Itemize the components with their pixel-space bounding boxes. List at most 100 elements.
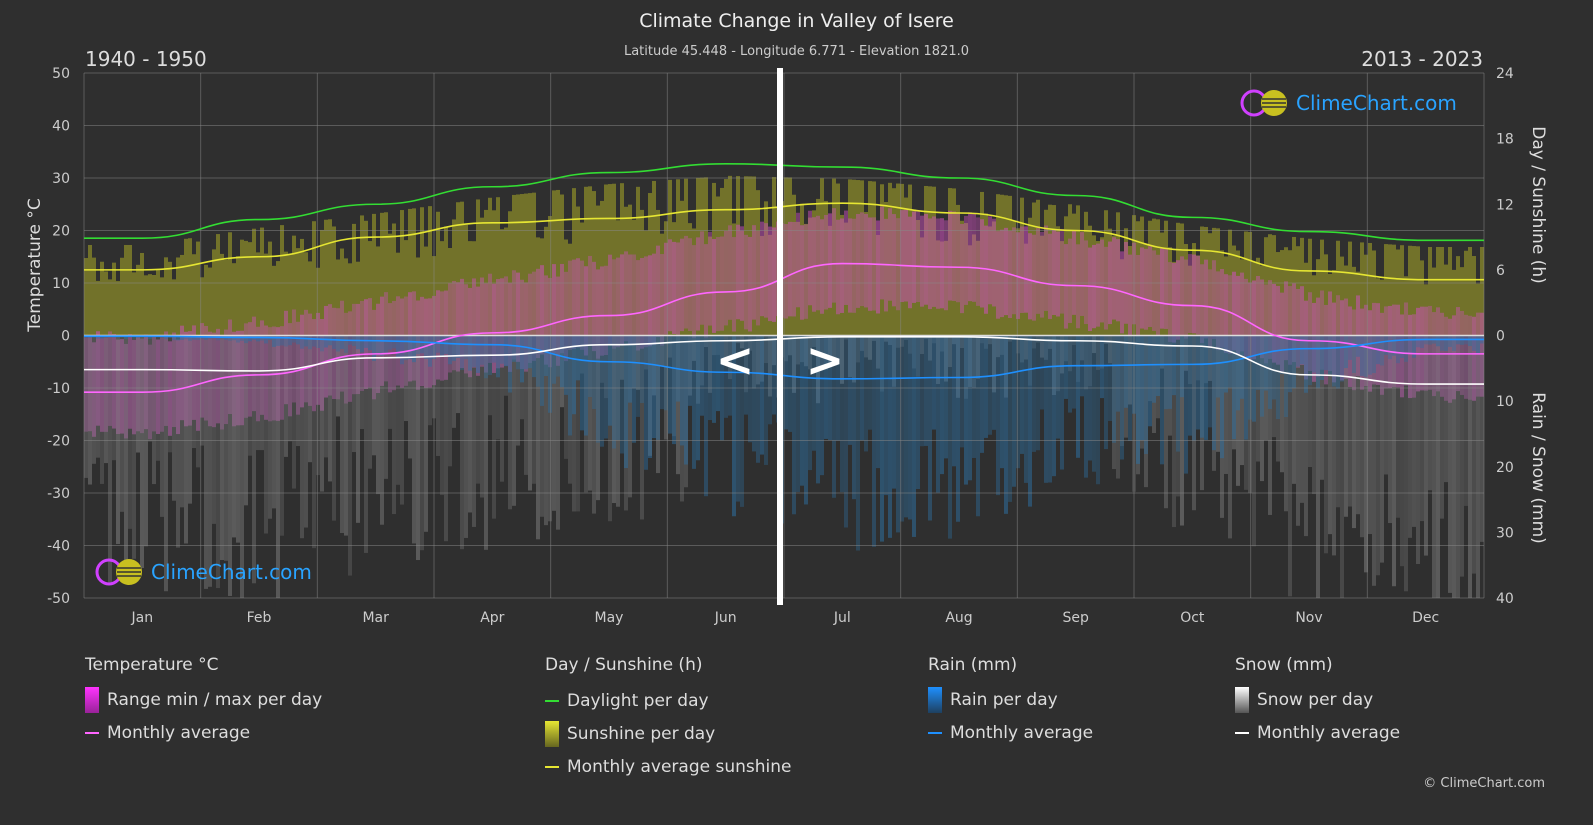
sunshine-swatch-icon xyxy=(545,721,559,747)
rain-bar xyxy=(1068,335,1072,413)
rain-bar xyxy=(636,335,640,417)
snow-bar xyxy=(188,335,192,504)
sunshine-bar xyxy=(200,277,204,336)
temperature-range-bar xyxy=(516,272,520,362)
snow-bar xyxy=(364,335,368,553)
rain-bar xyxy=(492,335,496,363)
logo-bottom[interactable]: ClimeChart.com xyxy=(95,557,312,587)
sunshine-bar xyxy=(1396,249,1400,336)
snow-bar xyxy=(368,335,372,469)
sunshine-bar xyxy=(400,210,404,336)
temperature-range-bar xyxy=(100,337,104,432)
rain-bar xyxy=(1372,335,1376,374)
snow-bar xyxy=(256,335,260,451)
snow-bar xyxy=(308,335,312,463)
temperature-range-bar xyxy=(716,237,720,332)
temperature-range-bar xyxy=(344,312,348,404)
snow-bar xyxy=(1096,335,1100,370)
sunshine-bar xyxy=(1200,226,1204,336)
rain-bar xyxy=(984,335,988,438)
snow-bar xyxy=(1468,335,1472,598)
sunshine-bar xyxy=(744,176,748,336)
logo-top[interactable]: ClimeChart.com xyxy=(1240,88,1457,118)
rain-bar xyxy=(900,335,904,522)
temperature-range-bar xyxy=(976,217,980,306)
temperature-range-bar xyxy=(972,213,976,302)
temperature-range-bar xyxy=(1144,248,1148,330)
temperature-range-bar xyxy=(924,213,928,305)
temperature-range-bar xyxy=(1204,259,1208,339)
rain-bar xyxy=(540,335,544,406)
temperature-range-bar xyxy=(1168,262,1172,342)
rain-bar xyxy=(916,335,920,490)
temperature-range-bar xyxy=(108,331,112,426)
snow-bar xyxy=(128,335,132,529)
sunshine-bar xyxy=(920,237,924,336)
snow-bar xyxy=(528,335,532,491)
temperature-range-bar xyxy=(1228,275,1232,355)
sunshine-bar xyxy=(164,257,168,336)
sunshine-bar xyxy=(880,184,884,336)
snow-bar xyxy=(272,335,276,509)
snow-bar xyxy=(744,335,748,393)
prev-arrow-button[interactable]: < xyxy=(716,333,755,387)
snow-bar xyxy=(1428,335,1432,491)
sunshine-bar xyxy=(300,238,304,336)
rain-bar xyxy=(628,335,632,403)
sunshine-bar xyxy=(148,274,152,336)
sunshine-bar xyxy=(376,246,380,336)
rain-bar xyxy=(324,335,328,348)
snow-bar xyxy=(1088,335,1092,387)
snow-bar xyxy=(1420,335,1424,522)
snow-bar xyxy=(972,335,976,388)
sunshine-bar xyxy=(1076,205,1080,336)
snow-bar xyxy=(184,335,188,544)
line-swatch-icon xyxy=(85,732,99,734)
snow-bar xyxy=(412,335,416,544)
rain-bar xyxy=(1052,335,1056,477)
x-tick-label: Nov xyxy=(1295,610,1322,626)
sunshine-bar xyxy=(680,200,684,336)
sunshine-bar xyxy=(1080,232,1084,336)
temperature-range-bar xyxy=(124,343,128,439)
daylight-line xyxy=(84,162,1485,242)
sunshine-bar xyxy=(112,262,116,336)
temperature-range-bar xyxy=(1028,233,1032,320)
temperature-range-bar xyxy=(1300,286,1304,365)
sunshine-bar xyxy=(976,240,980,336)
temperature-range-bar xyxy=(704,244,708,338)
rain-bar xyxy=(736,335,740,502)
rain-bar xyxy=(520,335,524,383)
y-tick-label-right-bottom: 40 xyxy=(1496,591,1514,607)
snow-bar xyxy=(512,335,516,506)
temperature-range-bar xyxy=(324,305,328,398)
sunshine-bar xyxy=(1128,246,1132,336)
temperature-range-bar xyxy=(144,334,148,430)
next-arrow-button[interactable]: > xyxy=(806,333,845,387)
rain-bar xyxy=(660,335,664,410)
snow-bar xyxy=(996,335,1000,358)
temperature-range-bar xyxy=(208,331,212,427)
sunshine-bar xyxy=(380,212,384,336)
temperature-range-bar xyxy=(392,300,396,391)
sunshine-bar xyxy=(616,220,620,336)
temperature-range-bar xyxy=(848,218,852,313)
sunshine-bar xyxy=(860,180,864,336)
sunshine-bar xyxy=(1240,259,1244,336)
temperature-range-bar xyxy=(1352,309,1356,391)
temperature-range-bar xyxy=(608,254,612,344)
snow-bar xyxy=(724,335,728,365)
legend-label: Range min / max per day xyxy=(107,690,323,710)
sunshine-bar xyxy=(556,189,560,336)
sunshine-bar xyxy=(604,184,608,336)
period-divider-handle[interactable] xyxy=(777,68,783,605)
x-tick-label: Jun xyxy=(714,610,737,626)
sunshine-bar xyxy=(448,248,452,336)
temperature-range-bar xyxy=(308,313,312,406)
sunshine-bar xyxy=(1352,266,1356,336)
rain-bar xyxy=(1408,335,1412,355)
snow-bar xyxy=(1180,335,1184,526)
temperature-range-bar xyxy=(888,208,892,301)
temperature-range-bar xyxy=(1340,300,1344,381)
rain-bar xyxy=(928,335,932,521)
